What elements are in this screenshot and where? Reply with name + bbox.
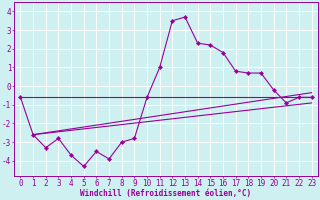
X-axis label: Windchill (Refroidissement éolien,°C): Windchill (Refroidissement éolien,°C) xyxy=(80,189,252,198)
